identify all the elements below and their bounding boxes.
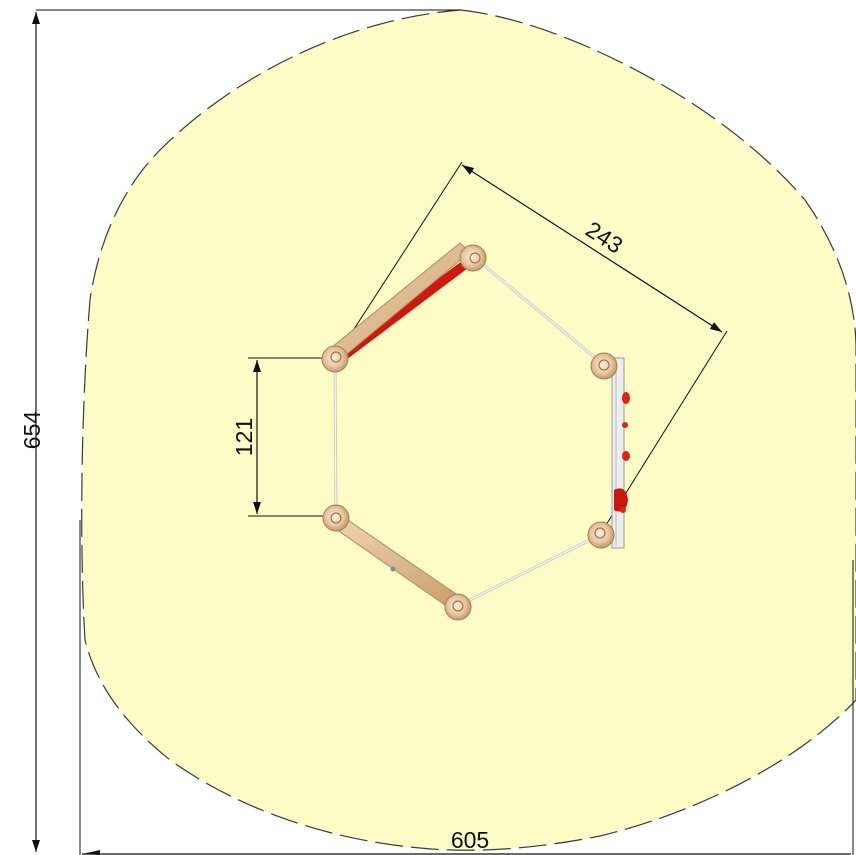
post-bottom-left	[322, 504, 350, 532]
climbing-hold-2	[622, 422, 628, 428]
width-dimension-arrow-left	[82, 850, 100, 855]
width-dimension: 605	[79, 520, 854, 855]
side-length-dimension-line	[461, 164, 723, 333]
slide-red-panel	[340, 255, 476, 360]
post-bottom	[444, 593, 472, 621]
side-length-extension-1	[335, 161, 463, 358]
climbing-hold-4	[614, 488, 628, 512]
safety-zone	[81, 9, 856, 851]
post-spacing-dimension: 121	[231, 357, 334, 517]
post-top	[459, 244, 487, 272]
post-top-right	[590, 352, 618, 380]
post-spacing-label: 121	[231, 418, 257, 456]
posts	[321, 244, 618, 621]
post-top-left	[321, 345, 349, 373]
climbing-hold-1	[622, 392, 630, 404]
width-dimension-label: 605	[451, 827, 489, 853]
climbing-hold-5	[620, 507, 626, 513]
post-bottom-right	[587, 521, 615, 549]
height-dimension-label: 654	[19, 411, 45, 450]
beam-bolt	[390, 566, 396, 572]
hexagon-play-structure	[321, 242, 630, 621]
height-dimension: 654	[19, 9, 460, 852]
climbing-hold-3	[622, 451, 630, 461]
climbing-wall-panel	[611, 357, 625, 549]
right-climbing-wall	[611, 357, 630, 549]
